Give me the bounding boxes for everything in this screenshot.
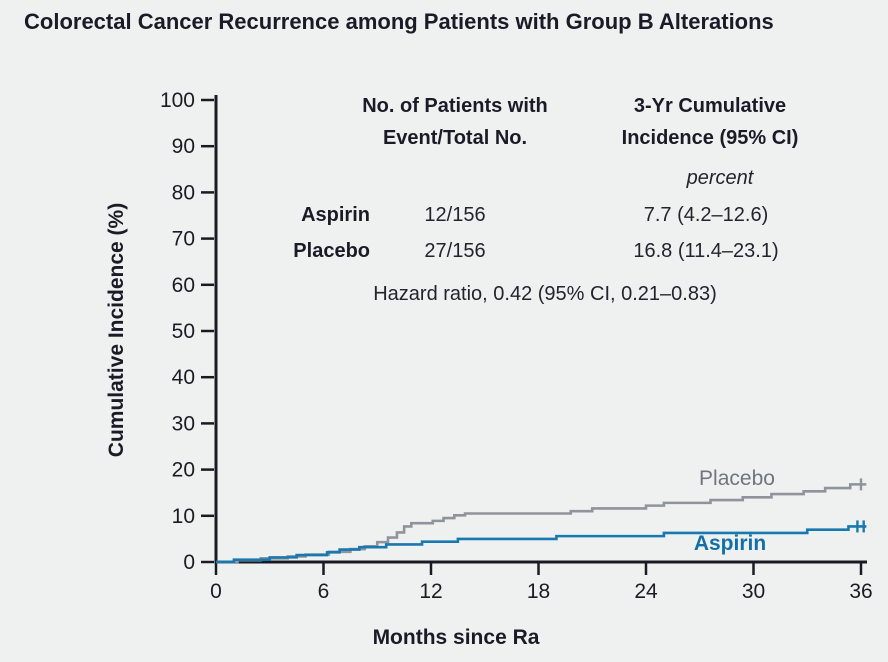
stats-header-events: No. of Patients with Event/Total No. — [330, 90, 580, 154]
svg-text:10: 10 — [172, 505, 195, 528]
placebo-row-name: Placebo — [293, 240, 370, 262]
stats-header-incidence: 3-Yr Cumulative Incidence (95% CI) — [585, 90, 835, 154]
svg-text:36: 36 — [849, 580, 872, 603]
svg-text:30: 30 — [742, 580, 765, 603]
svg-text:24: 24 — [634, 580, 658, 603]
stats-header-events-line2: Event/Total No. — [382, 127, 528, 149]
svg-text:0: 0 — [210, 580, 222, 603]
svg-text:0: 0 — [183, 551, 195, 574]
svg-text:100: 100 — [160, 89, 195, 112]
svg-text:70: 70 — [172, 228, 195, 251]
svg-text:80: 80 — [172, 181, 195, 204]
svg-text:30: 30 — [172, 412, 195, 435]
svg-text:60: 60 — [172, 274, 195, 297]
y-axis-label: Cumulative Incidence (%) — [105, 202, 128, 458]
svg-text:20: 20 — [172, 459, 195, 482]
placebo-curve-label: Placebo — [699, 467, 775, 490]
stats-header-events-line1: No. of Patients with — [362, 95, 548, 117]
percent-unit-label: percent — [686, 167, 754, 189]
svg-text:90: 90 — [172, 135, 195, 158]
svg-text:6: 6 — [318, 580, 330, 603]
stats-header-incidence-line2: Incidence (95% CI) — [621, 127, 799, 149]
hazard-ratio-text: Hazard ratio, 0.42 (95% CI, 0.21–0.83) — [373, 283, 717, 305]
aspirin-row-events: 12/156 — [424, 204, 486, 226]
svg-text:50: 50 — [172, 320, 195, 343]
placebo-row-events: 27/156 — [424, 240, 486, 262]
svg-text:12: 12 — [419, 580, 442, 603]
x-axis-label: Months since Ra — [372, 626, 540, 649]
figure-title: Colorectal Cancer Recurrence among Patie… — [24, 9, 774, 34]
stats-header-incidence-line1: 3-Yr Cumulative — [633, 95, 787, 117]
svg-text:40: 40 — [172, 366, 195, 389]
aspirin-row-incidence: 7.7 (4.2–12.6) — [643, 204, 769, 226]
svg-text:18: 18 — [527, 580, 550, 603]
aspirin-curve-label: Aspirin — [693, 532, 767, 555]
aspirin-row-name: Aspirin — [301, 204, 370, 226]
placebo-row-incidence: 16.8 (11.4–23.1) — [633, 240, 779, 262]
